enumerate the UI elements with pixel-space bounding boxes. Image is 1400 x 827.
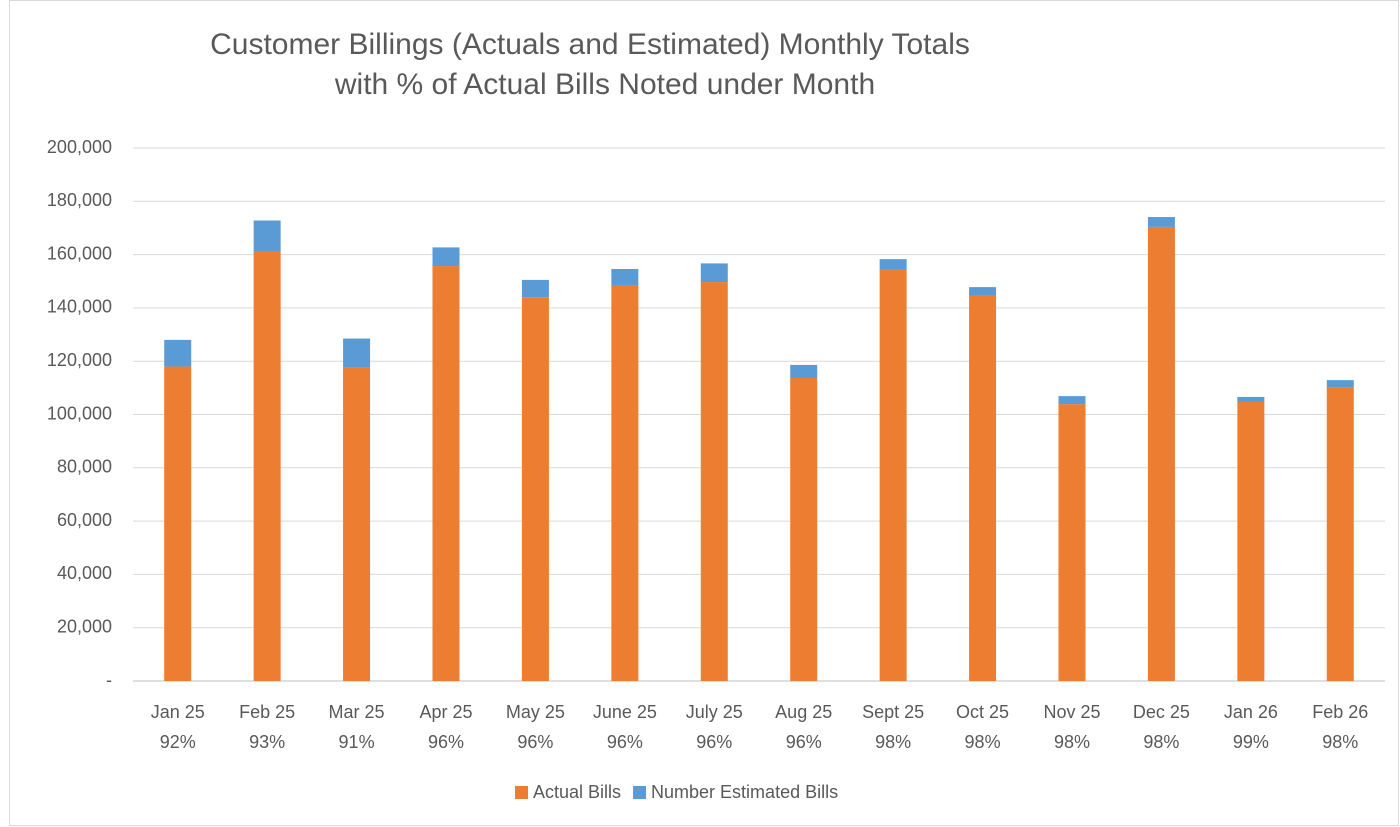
bar-segment [790,377,818,681]
bar-segment [343,338,371,368]
x-tick-label: Nov 25 [1043,702,1100,722]
bar-segment [164,366,192,681]
bar-segment [700,263,728,283]
percent-label: 96% [696,732,732,752]
x-tick-label: Apr 25 [419,702,472,722]
bar-segment [611,284,639,681]
y-tick-label: 20,000 [57,616,112,636]
x-tick-label: July 25 [686,702,743,722]
percent-label: 98% [875,732,911,752]
percent-label: 93% [249,732,285,752]
bar-segment [1058,396,1086,405]
legend-label: Number Estimated Bills [651,782,838,802]
bar-segment [1237,396,1265,402]
bar-segment [343,367,371,681]
legend-swatch [633,786,647,799]
y-tick-label: 140,000 [47,297,112,317]
percent-label: 99% [1233,732,1269,752]
bar-segment [700,282,728,681]
bar-segment [611,268,639,285]
bar-segment [521,279,549,298]
bar-segment [1326,387,1354,681]
bar-segment [1058,404,1086,681]
chart-title: with % of Actual Bills Noted under Month [334,68,875,101]
bar-segment [1147,217,1175,227]
y-tick-label: 200,000 [47,137,112,157]
bar-segment [253,220,281,252]
percent-label: 98% [1322,732,1358,752]
percent-label: 92% [160,732,196,752]
x-tick-label: Mar 25 [329,702,385,722]
bar-segment [1326,380,1354,388]
x-tick-label: June 25 [593,702,657,722]
x-tick-label: Jan 25 [151,702,205,722]
chart-title: Customer Billings (Actuals and Estimated… [210,28,970,61]
x-tick-label: Feb 26 [1312,702,1368,722]
y-tick-label: 40,000 [57,563,112,583]
x-tick-label: Aug 25 [775,702,832,722]
bar-segment [432,266,460,681]
percent-label: 96% [428,732,464,752]
percent-label: 96% [517,732,553,752]
x-tick-label: Jan 26 [1224,702,1278,722]
bar-segment [879,268,907,681]
bar-segment [969,295,997,681]
bar-segment [521,297,549,681]
y-tick-label: 180,000 [47,190,112,210]
bar-segment [1237,401,1265,681]
y-tick-label: - [106,670,112,690]
legend-swatch [515,786,528,799]
bar-segment [164,339,192,367]
x-tick-label: Dec 25 [1133,702,1190,722]
percent-label: 98% [1143,732,1179,752]
bar-segment [790,364,818,378]
bar-segment [253,251,281,681]
bar-segment [969,287,997,296]
percent-label: 98% [1054,732,1090,752]
x-tick-label: May 25 [506,702,565,722]
y-tick-label: 100,000 [47,403,112,423]
y-tick-label: 60,000 [57,510,112,530]
y-tick-label: 80,000 [57,457,112,477]
percent-label: 96% [607,732,643,752]
x-tick-label: Sept 25 [862,702,924,722]
percent-label: 91% [339,732,375,752]
bar-segment [432,247,460,267]
bar-segment [879,259,907,269]
bar-segment [1147,226,1175,681]
percent-label: 96% [786,732,822,752]
y-tick-label: 120,000 [47,350,112,370]
x-tick-label: Feb 25 [239,702,295,722]
x-tick-label: Oct 25 [956,702,1009,722]
percent-label: 98% [965,732,1001,752]
legend-label: Actual Bills [533,782,621,802]
y-tick-label: 160,000 [47,243,112,263]
